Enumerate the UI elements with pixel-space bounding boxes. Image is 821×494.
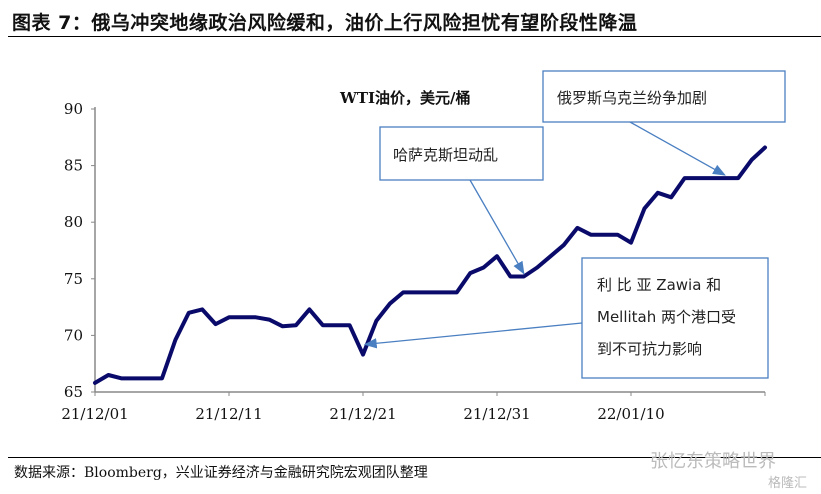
annotation-box-russia-ukraine: [542, 70, 786, 123]
annotation-arrow: [469, 179, 525, 275]
chart-title: WTI油价，美元/桶: [339, 89, 471, 107]
annotation-text: 利 比 亚 Zawia 和: [597, 276, 721, 294]
y-tick-label: 90: [64, 100, 83, 118]
annotation-text: Mellitah 两个港口受: [597, 308, 736, 326]
x-tick-label: 21/12/21: [329, 405, 396, 423]
annotation-arrow: [629, 121, 726, 176]
footer-divider: [8, 457, 821, 458]
x-tick-label: 21/12/01: [61, 405, 128, 423]
title-divider: [8, 36, 821, 37]
y-tick-label: 70: [64, 326, 83, 344]
annotation-text: 哈萨克斯坦动乱: [393, 146, 498, 164]
annotation-text: 到不可抗力影响: [597, 340, 702, 358]
x-tick-label: 22/01/10: [597, 405, 664, 423]
annotation-box-libya: [581, 257, 769, 379]
y-tick-label: 85: [64, 157, 83, 175]
annotation-arrow: [363, 322, 583, 349]
annotation-box-kazakhstan: [379, 126, 544, 181]
source-note: 数据来源：Bloomberg，兴业证券经济与金融研究院宏观团队整理: [14, 465, 428, 481]
x-tick-label: 21/12/31: [463, 405, 530, 423]
y-tick-label: 65: [64, 383, 83, 401]
x-tick-label: 21/12/11: [195, 405, 262, 423]
watermark-brand: 格隆汇: [768, 476, 808, 491]
y-tick-label: 80: [64, 213, 83, 231]
watermark-account: 张忆东策略世界: [650, 451, 776, 472]
annotation-text: 俄罗斯乌克兰纷争加剧: [557, 89, 707, 107]
figure-title: 图表 7：俄乌冲突地缘政治风险缓和，油价上行风险担忧有望阶段性降温: [12, 12, 638, 34]
y-tick-label: 75: [64, 270, 83, 288]
